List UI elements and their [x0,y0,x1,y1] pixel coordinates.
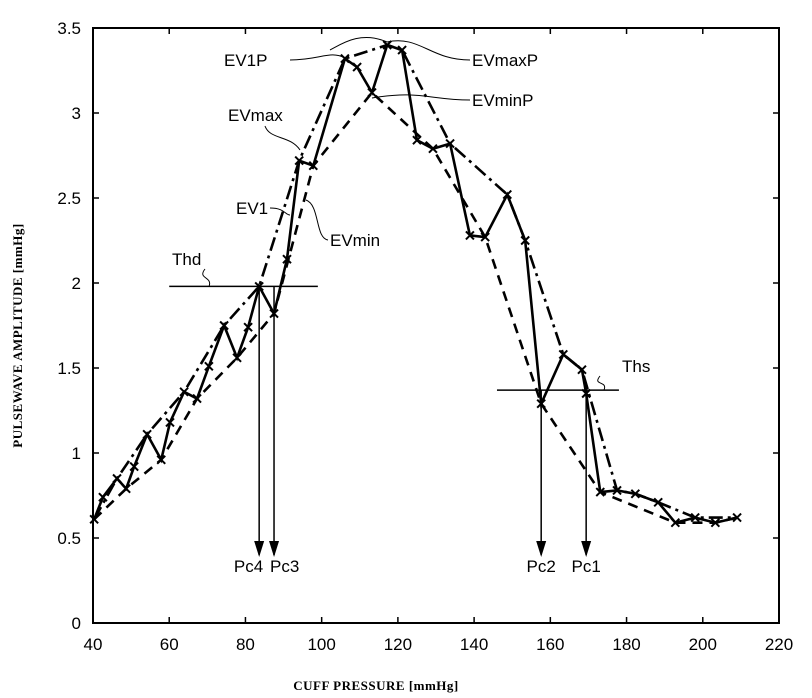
y-axis-label: PULSEWAVE AMPLITUDE [mmHg] [10,223,25,447]
y-tick-label: 0.5 [57,529,81,548]
pressure-label-pc4: Pc4 [234,557,263,576]
arrow-head-icon [536,541,546,557]
arrow-head-icon [269,541,279,557]
annotation-ev1p: EV1P [224,51,267,70]
x-tick-label: 120 [384,635,412,654]
y-tick-label: 2 [72,274,81,293]
threshold-label-thd: Thd [172,250,201,269]
y-tick-label: 3 [72,104,81,123]
leader-line [372,95,470,100]
arrow-head-icon [254,541,264,557]
y-tick-label: 0 [72,614,81,633]
x-tick-label: 60 [160,635,179,654]
x-axis-label: CUFF PRESSURE [mmHg] [293,678,459,693]
plot-frame [93,28,779,623]
annotation-ev1: EV1 [236,199,268,218]
leader-line [306,200,328,240]
pressure-label-pc1: Pc1 [572,557,601,576]
series-evmin-line [94,93,737,523]
x-tick-label: 180 [612,635,640,654]
annotation-evmin: EVmin [330,231,380,250]
pressure-label-pc3: Pc3 [270,557,299,576]
annotation-evminp: EVminP [472,91,533,110]
x-tick-label: 80 [236,635,255,654]
y-tick-label: 3.5 [57,19,81,38]
arrow-head-icon [581,541,591,557]
x-tick-label: 200 [689,635,717,654]
leader-line [598,376,605,390]
threshold-label-ths: Ths [622,357,650,376]
leader-line [203,269,210,286]
leader-line [290,55,345,60]
pressure-label-pc2: Pc2 [527,557,556,576]
series-evmax-line [94,45,737,519]
x-tick-label: 140 [460,635,488,654]
y-tick-label: 1.5 [57,359,81,378]
series-measured-line [94,45,737,523]
x-tick-label: 100 [307,635,335,654]
x-tick-label: 220 [765,635,793,654]
annotation-evmax: EVmax [228,106,283,125]
leader-line [265,126,300,150]
data-point-marker [353,63,361,71]
annotation-evmaxp: EVmaxP [472,51,538,70]
leader-line [270,208,290,215]
y-tick-label: 2.5 [57,189,81,208]
x-tick-label: 160 [536,635,564,654]
x-tick-label: 40 [84,635,103,654]
y-tick-label: 1 [72,444,81,463]
